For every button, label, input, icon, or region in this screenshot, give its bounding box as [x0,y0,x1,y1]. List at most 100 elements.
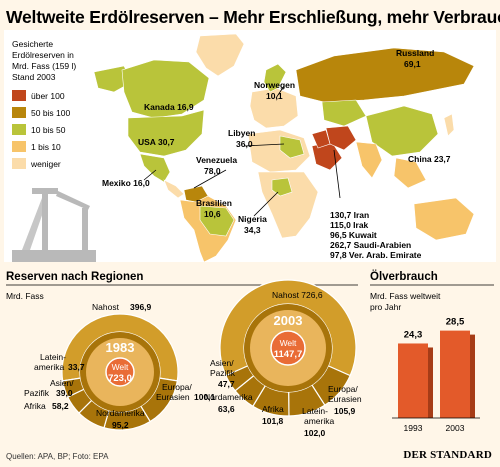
label-kanada: Kanada 16,9 [144,102,194,112]
label-2003-asien-name-2: Pazifik [210,368,236,378]
label-2003-europa-value: 105,9 [334,406,356,416]
world-value-1983: 723,0 [108,373,132,384]
world-map-panel: Gesicherte Erdölreserven in Mrd. Fass (1… [4,30,496,262]
label-1983-asien-name-2: Pazifik [24,388,50,398]
label-1983-europa-name-2: Eurasien [156,392,190,402]
donut-year-1983: 1983 [106,340,135,355]
bar-1993 [398,343,428,418]
region-southeast-asia [393,157,427,189]
region-australia [413,197,475,241]
label-nigeria-value: 34,3 [244,225,261,235]
label-venezuela-value: 78,0 [204,166,221,176]
regions-title: Reserven nach Regionen [6,271,143,283]
label-usa: USA 30,7 [138,137,175,147]
consumption-title: Ölverbrauch [370,270,438,283]
label-1983-nahost-name: Nahost [92,302,120,312]
label-ver-arab-emirate: 97,8 Ver. Arab. Emirate [330,250,422,260]
label-1983-nord-value: 95,2 [112,420,129,430]
region-canada [121,59,210,119]
world-core-2003 [270,330,306,366]
label-2003-nord-name: Nordamerika [204,392,253,402]
region-central-america [163,179,185,199]
consumption-subtitle-line-2: pro Jahr [370,302,401,312]
legend-swatch-weniger [12,158,26,169]
label-norwegen-value: 10,1 [266,91,283,101]
label-1983-asien-name-1: Asien/ [50,378,74,388]
world-value-2003: 1147,7 [274,349,303,360]
label-2003-nahost: Nahost 726,6 [272,290,323,300]
legend-label-10-50: 10 bis 50 [31,125,66,135]
legend-label-50-100: 50 bis 100 [31,108,70,118]
label-1983-afrika-name: Afrika [24,401,46,411]
bar-category-2003: 2003 [446,423,465,433]
world-label-2003: Welt [280,338,297,348]
slice-2003-nahost [219,279,357,377]
region-central-asia [321,99,367,127]
world-core-1983 [105,357,135,387]
region-japan [443,113,455,137]
region-iraq [311,129,331,149]
legend-swatch-10-50 [12,124,26,135]
label-2003-asien-name-1: Asien/ [210,358,234,368]
label-irak: 115,0 Irak [330,220,369,230]
label-2003-latein-value: 102,0 [304,428,326,438]
label-2003-europa-name-1: Europa/ [328,384,358,394]
bar-side-1993 [428,347,433,418]
label-russland-name: Russland [396,48,434,58]
region-norway [263,63,287,93]
oil-derrick-image [12,188,96,262]
label-mexiko: Mexiko 16,0 [102,178,150,188]
footer-source: Quellen: APA, BP; Foto: EPA [6,452,109,461]
label-2003-nord-value: 63,6 [218,404,235,414]
legend-swatch-ueber-100 [12,90,26,101]
footer-brand-logo: DER STANDARD [403,449,492,461]
region-greenland [195,33,245,77]
region-brazil [199,205,235,237]
page-title: Weltweite Erdölreserven – Mehr Erschließ… [6,7,500,27]
label-saudi-arabien: 262,7 Saudi-Arabien [330,240,411,250]
map-legend: Gesicherte Erdölreserven in Mrd. Fass (1… [12,39,76,169]
legend-label-ueber-100: über 100 [31,91,65,101]
donut-year-2003: 2003 [274,313,303,328]
label-1983-latein-name-1: Latein- [40,352,66,362]
label-1983-afrika-value: 58,2 [52,401,69,411]
label-1983-asien-value: 39,0 [56,388,73,398]
region-india [355,141,383,179]
label-libyen-value: 36,0 [236,139,253,149]
bar-2003 [440,330,470,418]
label-2003-europa-name-2: Eurasien [328,394,362,404]
charts-area: Reserven nach Regionen Mrd. Fass Ölverbr… [6,270,494,438]
label-iran: 130,7 Iran [330,210,369,220]
legend-header-line-4: Stand 2003 [12,72,56,82]
region-nigeria [271,177,293,197]
region-usa [127,109,205,157]
legend-header-line-2: Erdölreserven in [12,50,74,60]
bar-category-1993: 1993 [404,423,423,433]
label-1983-nord-name: Nordamerika [96,408,145,418]
region-mexico [139,153,171,183]
bar-side-2003 [470,334,475,418]
label-brasilien-name: Brasilien [196,198,232,208]
label-2003-asien-value: 47,7 [218,379,235,389]
consumption-bar-chart: 24,3 1993 28,5 2003 [392,317,480,433]
legend-header-line-3: Mrd. Fass (159 l) [12,61,76,71]
label-kuwait: 96,5 Kuwait [330,230,377,240]
label-2003-afrika-value: 101,8 [262,416,284,426]
legend-header-line-1: Gesicherte [12,39,53,49]
label-1983-europa-value: 100,1 [194,392,216,402]
label-venezuela-name: Venezuela [196,155,237,165]
consumption-subtitle-line-1: Mrd. Fass weltweit [370,291,441,301]
label-1983-europa-name-1: Europa/ [162,382,192,392]
label-libyen-name: Libyen [228,128,255,138]
map-leader-lines [143,85,341,217]
legend-swatch-50-100 [12,107,26,118]
legend-label-1-10: 1 bis 10 [31,142,61,152]
label-nigeria-name: Nigeria [238,214,267,224]
legend-label-weniger: weniger [30,159,61,169]
region-russia [295,47,475,103]
world-label-1983: Welt [112,362,129,372]
label-2003-afrika-name: Afrika [262,404,284,414]
region-europe [249,87,299,129]
